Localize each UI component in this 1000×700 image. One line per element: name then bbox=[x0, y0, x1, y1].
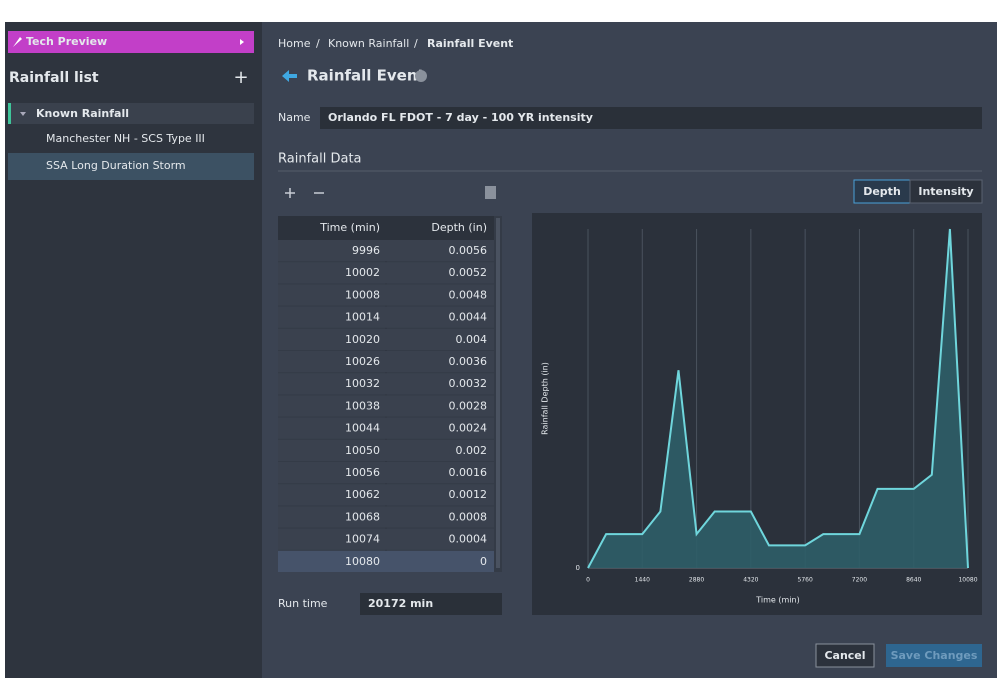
cell: 0.0048 bbox=[449, 288, 488, 301]
cell: 10014 bbox=[345, 311, 380, 324]
badge-text: Tech Preview bbox=[26, 35, 107, 48]
cell: 10020 bbox=[345, 333, 380, 346]
breadcrumb-separator: / bbox=[316, 37, 320, 50]
cell: 0.002 bbox=[456, 444, 488, 457]
run-time-label: Run time bbox=[278, 597, 328, 610]
cell: 0.0004 bbox=[449, 533, 488, 546]
cell: 0.004 bbox=[456, 333, 488, 346]
name-value: Orlando FL FDOT - 7 day - 100 YR intensi… bbox=[328, 111, 593, 124]
cell: 0.0044 bbox=[449, 311, 488, 324]
x-tick-label: 1440 bbox=[635, 577, 650, 584]
column-header: Depth (in) bbox=[431, 221, 487, 234]
breadcrumb-link[interactable]: Known Rainfall bbox=[328, 37, 409, 50]
cell: 0.0052 bbox=[449, 266, 488, 279]
cell: 0.0028 bbox=[449, 399, 488, 412]
page-title: Rainfall Event bbox=[307, 67, 425, 85]
cell: 0 bbox=[480, 555, 487, 568]
tab-label: Depth bbox=[863, 185, 901, 198]
cell: 10032 bbox=[345, 377, 380, 390]
tab-label: Intensity bbox=[918, 185, 973, 198]
column-header: Time (min) bbox=[319, 221, 380, 234]
cell: 0.0056 bbox=[449, 244, 488, 257]
x-tick-label: 4320 bbox=[743, 577, 758, 584]
x-tick-label: 0 bbox=[586, 577, 590, 584]
cell: 0.0012 bbox=[449, 488, 488, 501]
cell: 10002 bbox=[345, 266, 380, 279]
add-button[interactable]: + bbox=[233, 67, 248, 88]
cell: 0.0016 bbox=[449, 466, 488, 479]
cell: 9996 bbox=[352, 244, 380, 257]
cell: 10038 bbox=[345, 399, 380, 412]
table-row[interactable] bbox=[278, 551, 494, 572]
cell: 10044 bbox=[345, 422, 380, 435]
breadcrumb-separator: / bbox=[414, 37, 418, 50]
cell: 10080 bbox=[345, 555, 380, 568]
x-tick-label: 8640 bbox=[906, 577, 921, 584]
cell: 10026 bbox=[345, 355, 380, 368]
tree-group: Known Rainfall bbox=[36, 107, 129, 120]
breadcrumb-link[interactable]: Home bbox=[278, 37, 311, 50]
cell: 0.0008 bbox=[449, 510, 488, 523]
y-tick-label: 0 bbox=[576, 564, 580, 572]
breadcrumb-current: Rainfall Event bbox=[427, 37, 513, 50]
tree-item: SSA Long Duration Storm bbox=[46, 159, 186, 172]
x-tick-label: 2880 bbox=[689, 577, 704, 584]
cell: 10062 bbox=[345, 488, 380, 501]
cell: 10056 bbox=[345, 466, 380, 479]
cell: 0.0032 bbox=[449, 377, 488, 390]
export-icon[interactable] bbox=[485, 186, 496, 199]
button-label: Cancel bbox=[824, 649, 865, 662]
cell: 10050 bbox=[345, 444, 380, 457]
section-title: Rainfall Data bbox=[278, 152, 362, 167]
tree-indicator bbox=[8, 103, 11, 124]
x-tick-label: 10080 bbox=[958, 577, 977, 584]
x-axis-label: Time (min) bbox=[755, 596, 799, 605]
cell: 0.0036 bbox=[449, 355, 488, 368]
cell: 10008 bbox=[345, 288, 380, 301]
table-body: Time (min) Depth (in) 9996 0.0056 10002 0.005… bbox=[278, 216, 494, 572]
name-label: Name bbox=[278, 111, 311, 124]
sidebar-title: Rainfall list bbox=[9, 70, 99, 86]
cell: 10068 bbox=[345, 510, 380, 523]
run-time-value: 20172 min bbox=[368, 597, 433, 610]
info-icon[interactable] bbox=[415, 70, 427, 82]
cell: 10074 bbox=[345, 533, 380, 546]
table-scrollbar[interactable] bbox=[496, 218, 500, 568]
x-tick-label: 5760 bbox=[798, 577, 813, 584]
button-label: Save Changes bbox=[891, 649, 978, 662]
cell: 0.0024 bbox=[449, 422, 488, 435]
x-tick-label: 7200 bbox=[852, 577, 867, 584]
tree-item: Manchester NH - SCS Type III bbox=[46, 132, 205, 145]
y-axis-label: Rainfall Depth (in) bbox=[541, 362, 550, 435]
